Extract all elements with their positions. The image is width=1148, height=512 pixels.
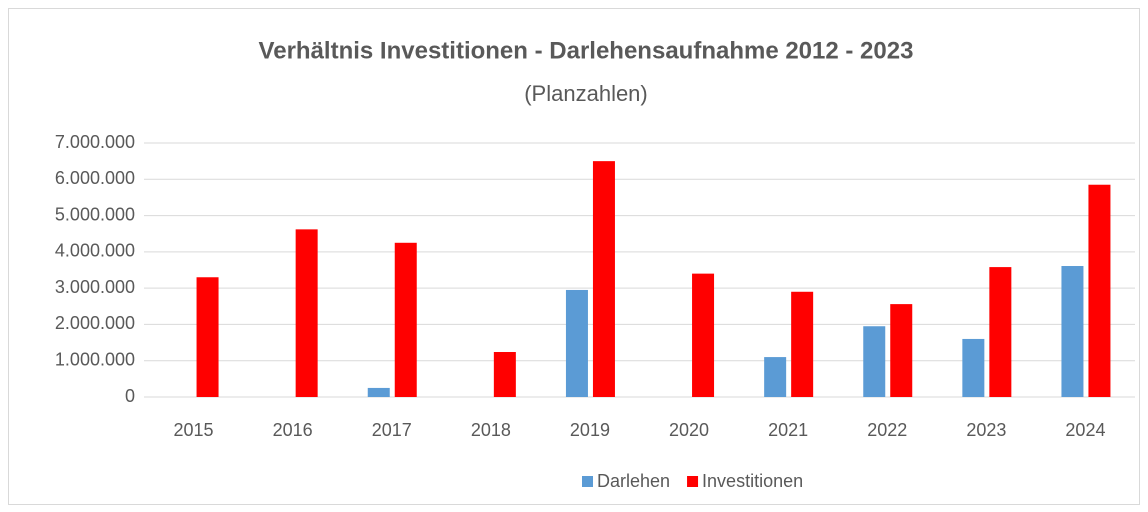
y-tick-label: 6.000.000 — [55, 168, 135, 188]
bar — [493, 352, 516, 397]
legend-label: Investitionen — [702, 471, 803, 491]
chart-subtitle: (Planzahlen) — [524, 81, 648, 106]
bar — [295, 229, 318, 397]
bar — [863, 326, 886, 397]
x-tick-label: 2021 — [768, 420, 808, 440]
legend-label: Darlehen — [597, 471, 670, 491]
bar — [764, 357, 787, 397]
y-tick-label: 1.000.000 — [55, 349, 135, 369]
y-tick-label: 2.000.000 — [55, 313, 135, 333]
x-tick-label: 2019 — [570, 420, 610, 440]
x-tick-label: 2018 — [471, 420, 511, 440]
x-tick-label: 2020 — [669, 420, 709, 440]
chart-border — [8, 8, 1140, 505]
bar — [1061, 266, 1084, 397]
bar — [394, 242, 417, 397]
bar — [196, 277, 219, 397]
y-tick-label: 4.000.000 — [55, 241, 135, 261]
y-tick-label: 0 — [125, 386, 135, 406]
legend-swatch — [687, 476, 699, 487]
bar — [692, 273, 715, 397]
bar — [962, 338, 985, 397]
bar — [592, 161, 615, 397]
bar — [989, 267, 1012, 397]
bar — [890, 304, 913, 397]
x-tick-label: 2024 — [1065, 420, 1105, 440]
bar — [565, 289, 588, 397]
chart-title: Verhältnis Investitionen - Darlehensaufn… — [259, 37, 914, 64]
x-tick-label: 2022 — [867, 420, 907, 440]
legend-swatch — [582, 476, 593, 487]
x-tick-label: 2023 — [966, 420, 1006, 440]
x-tick-label: 2017 — [372, 420, 412, 440]
bar — [791, 291, 814, 397]
x-tick-label: 2015 — [174, 420, 214, 440]
y-tick-label: 3.000.000 — [55, 277, 135, 297]
bar — [1088, 184, 1111, 397]
y-tick-label: 5.000.000 — [55, 204, 135, 224]
x-tick-label: 2016 — [273, 420, 313, 440]
y-tick-label: 7.000.000 — [55, 132, 135, 152]
bar — [367, 387, 390, 397]
